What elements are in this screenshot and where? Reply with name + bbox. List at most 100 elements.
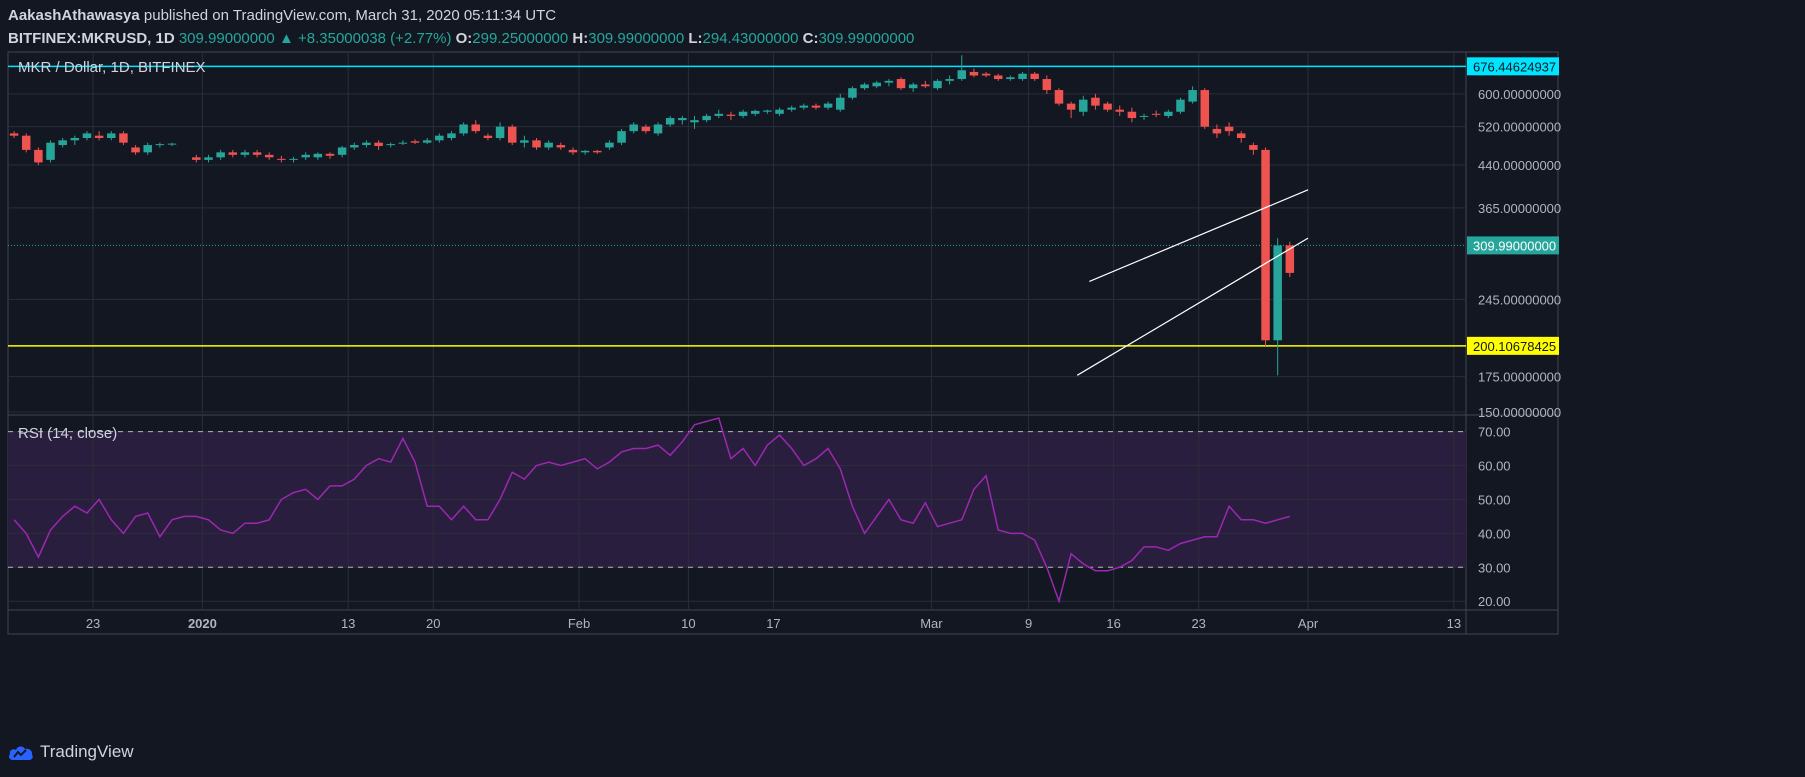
x-tick-label: Feb [568, 616, 590, 631]
candle-body [70, 137, 80, 141]
candle-body [544, 142, 553, 148]
candle-body [1164, 111, 1173, 116]
level-label-bg [1467, 336, 1559, 355]
candle-body [277, 158, 286, 160]
trendline [1089, 189, 1309, 282]
candle-body [738, 111, 748, 116]
open-value: 299.25000000 [472, 30, 569, 47]
candle-body [362, 142, 371, 146]
candle-body [82, 133, 92, 138]
candle-body [750, 110, 760, 114]
candle-body [787, 107, 796, 110]
candle-body [398, 142, 408, 144]
footer: TradingView [8, 742, 134, 762]
candle-body [228, 152, 238, 155]
rsi-line [13, 417, 1291, 604]
candle-body [289, 158, 298, 160]
candle-body [119, 133, 128, 143]
candle-body [568, 149, 578, 153]
candle-body [240, 152, 250, 155]
candle-body [1079, 99, 1088, 112]
candle-body [1261, 149, 1270, 341]
low-value: 294.43000000 [702, 30, 799, 47]
candle-body [435, 135, 444, 141]
candle-body [471, 124, 481, 132]
candle-body [957, 70, 967, 80]
candle-body [896, 79, 906, 89]
candle-body [580, 150, 590, 153]
candle-body [131, 147, 140, 153]
candle-body [702, 115, 711, 121]
symbol-line: BITFINEX:MKRUSD, 1D 309.99000000 ▲ +8.35… [8, 29, 914, 49]
candle-body [94, 135, 104, 138]
level-label-bg [1467, 57, 1559, 76]
candle-body [483, 135, 493, 138]
candle-body [507, 126, 517, 143]
candle-body [1127, 111, 1137, 119]
candle-body [313, 153, 323, 158]
candle-body [167, 143, 177, 145]
low-label: L: [688, 30, 703, 47]
candle-body [1200, 90, 1210, 127]
candle-body [605, 142, 614, 148]
candle-body [933, 80, 942, 89]
candle-body [350, 145, 359, 148]
candle-body [945, 79, 954, 81]
x-tick-label: 13 [1447, 616, 1461, 631]
candle-body [981, 73, 991, 76]
candle-body [1224, 126, 1234, 132]
candle-body [1042, 79, 1052, 91]
rsi-tick-label: 40.00 [1478, 526, 1511, 541]
last-price-label-bg [1467, 236, 1559, 255]
tradingview-cloud-icon[interactable] [8, 743, 34, 761]
candle-body [204, 157, 213, 160]
candle-body [1018, 73, 1027, 80]
candle-body [860, 84, 869, 89]
x-tick-label: 20 [426, 616, 440, 631]
candle-body [593, 150, 602, 153]
x-tick-label: 10 [681, 616, 695, 631]
candle-body [1006, 77, 1015, 80]
candle-body [714, 113, 724, 116]
candle-body [665, 118, 675, 125]
candle-body [495, 126, 505, 138]
price-pane-title: MKR / Dollar, 1D, BITFINEX [18, 59, 206, 76]
rsi-tick-label: 70.00 [1478, 425, 1511, 440]
candle-body [1103, 103, 1112, 110]
candle-body [921, 84, 930, 87]
author-name[interactable]: AakashAthawasya [8, 7, 140, 24]
candle-body [532, 140, 541, 148]
high-label: H: [572, 30, 589, 47]
tradingview-brand[interactable]: TradingView [40, 742, 134, 761]
candle-body [107, 133, 116, 138]
symbol-label: BITFINEX:MKRUSD, 1D [8, 30, 175, 47]
close-value: 309.99000000 [818, 30, 915, 47]
candle-body [410, 141, 420, 143]
x-tick-label: 23 [86, 616, 100, 631]
x-tick-label: 9 [1025, 616, 1032, 631]
candle-body [763, 110, 772, 112]
candle-body [520, 140, 529, 143]
y-tick-label: 175.00000000 [1478, 370, 1561, 385]
last-price: 309.99000000 [178, 30, 275, 47]
candle-body [775, 109, 784, 114]
trendline [1076, 237, 1309, 376]
x-tick-label: 17 [766, 616, 780, 631]
up-triangle-icon: ▲ [278, 30, 294, 47]
candle-body [447, 133, 456, 138]
rsi-tick-label: 50.00 [1478, 492, 1511, 507]
candle-body [9, 133, 19, 136]
y-tick-label: 600.00000000 [1478, 87, 1561, 102]
candle-body [556, 145, 566, 148]
candle-body [811, 105, 821, 108]
open-label: O: [455, 30, 473, 47]
candle-body [46, 142, 55, 160]
candle-body [1054, 90, 1064, 104]
candle-body [872, 82, 881, 87]
candle-body [690, 120, 699, 123]
candle-body [21, 135, 31, 150]
y-tick-label: 520.00000000 [1478, 120, 1561, 135]
rsi-tick-label: 30.00 [1478, 560, 1511, 575]
candle-body [1249, 145, 1258, 150]
